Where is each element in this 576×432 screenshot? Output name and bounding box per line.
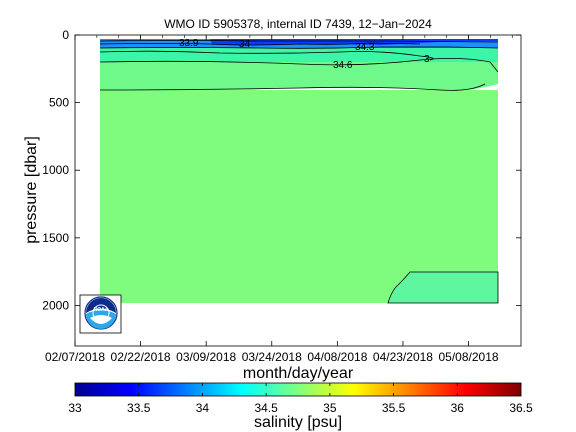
y-tick-label: 500 — [49, 96, 69, 110]
noaa-logo: NOAA — [79, 294, 122, 334]
contour-line — [99, 58, 499, 73]
salinity-field: 33.9 34 34.3 34.6 3 — [99, 38, 499, 304]
colorbar-tick-label: 33 — [68, 401, 82, 415]
colorbar-tick-label: 36.5 — [509, 401, 533, 415]
contour-label: 34.6 — [333, 60, 353, 71]
colorbar-tick-label: 35.5 — [382, 401, 406, 415]
y-tick-label: 2000 — [42, 298, 69, 312]
y-tick-label: 0 — [62, 28, 69, 42]
y-axis: 0 500 1000 1500 2000 — [42, 28, 521, 312]
contour-line — [99, 42, 421, 46]
x-tick-label: 03/09/2018 — [176, 350, 236, 364]
contour-line — [99, 46, 499, 49]
axes-frame — [74, 34, 522, 347]
colorbar-tick-label: 36 — [451, 401, 465, 415]
x-tick-label: 02/22/2018 — [111, 350, 171, 364]
contour-line — [99, 83, 486, 91]
contour-label: 34 — [239, 39, 251, 50]
x-axis-label: month/day/year — [243, 365, 354, 382]
y-tick-label: 1000 — [42, 163, 69, 177]
band-deep-late — [387, 271, 499, 304]
colorbar-tick-label: 34.5 — [254, 401, 278, 415]
colorbar — [74, 382, 522, 397]
contour-line — [99, 50, 434, 61]
contour-line — [99, 40, 499, 43]
x-axis: 02/07/2018 02/22/2018 03/09/2018 03/24/2018… — [45, 35, 513, 364]
x-tick-label: 04/23/2018 — [373, 350, 433, 364]
band-mid — [100, 62, 498, 91]
x-tick-label: 04/08/2018 — [307, 350, 367, 364]
colorbar-label: salinity [psu] — [254, 414, 342, 431]
contour-label: 34.3 — [355, 42, 375, 53]
y-axis-label: pressure [dbar] — [23, 136, 40, 244]
band-deep — [100, 90, 498, 303]
noaa-logo-text: NOAA — [94, 307, 109, 313]
chart-title: WMO ID 5905378, internal ID 7439, 12−Jan… — [164, 17, 432, 31]
x-tick-label: 03/24/2018 — [242, 350, 302, 364]
x-tick-label: 02/07/2018 — [45, 350, 105, 364]
colorbar-tick-label: 34 — [196, 401, 210, 415]
contour-label: 3 — [424, 54, 430, 65]
colorbar-ticks: 33 33.5 34 34.5 35 35.5 36 36.5 — [68, 383, 533, 415]
contour-label: 33.9 — [179, 38, 199, 49]
y-tick-label: 1500 — [42, 231, 69, 245]
colorbar-tick-label: 35 — [323, 401, 337, 415]
x-tick-label: 05/08/2018 — [438, 350, 498, 364]
band-upper — [100, 48, 498, 62]
colorbar-tick-label: 33.5 — [127, 401, 151, 415]
